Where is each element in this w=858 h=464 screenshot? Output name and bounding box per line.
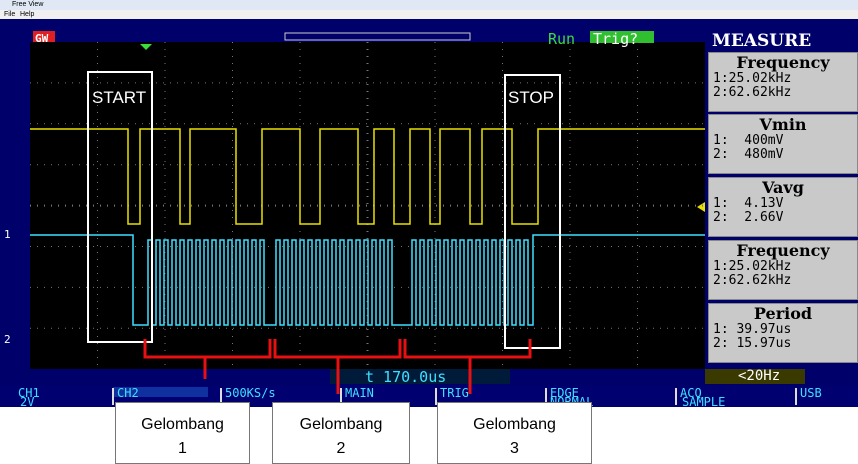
measure-name: Vavg [709, 178, 857, 197]
status-label: USB [800, 389, 822, 398]
measure-name: Vmin [709, 115, 857, 134]
measure-value: 1: 4.13V [709, 197, 857, 211]
window-title: Free View [12, 1, 43, 8]
measure-value: 2: 2.66V [709, 211, 857, 225]
status-value: SAMPLE [682, 398, 725, 407]
title-bar: Free View [0, 0, 858, 10]
callout-label: Gelombang [273, 413, 409, 437]
measure-value: 2: 15.97us [709, 337, 857, 351]
trig-status: Trig? [593, 30, 638, 48]
callout-number: 3 [438, 437, 591, 461]
measure-value: 2: 480mV [709, 148, 857, 162]
logo: GW [35, 32, 48, 45]
ch2-marker: 2 [4, 333, 11, 346]
ch1-marker: 1 [4, 228, 11, 241]
measure-value: 2:62.62kHz [709, 86, 857, 100]
measure-title: MEASURE [708, 31, 858, 51]
callout-number: 1 [116, 437, 249, 461]
measure-value: 1: 400mV [709, 134, 857, 148]
status-label: 500KS/s [225, 389, 276, 398]
measure-value: 2:62.62kHz [709, 274, 857, 288]
page: Free View File Help GW Run Trig? START S… [0, 0, 858, 464]
measure-name: Frequency [709, 241, 857, 260]
menu-item[interactable]: Help [20, 11, 34, 18]
measure-value: 1:25.02kHz [709, 260, 857, 274]
callout-label: Gelombang [438, 413, 591, 437]
status-label: MAIN [345, 389, 374, 398]
trigger-frequency: <20Hz [738, 368, 780, 384]
time-offset: t 170.0us [365, 368, 446, 386]
measure-name: Frequency [709, 53, 857, 72]
menu-bar: File Help [0, 10, 858, 19]
run-status: Run [548, 30, 575, 48]
measure-name: Period [709, 304, 857, 323]
callout-number: 2 [273, 437, 409, 461]
separator [795, 388, 797, 405]
separator [675, 388, 677, 405]
start-label: START [92, 88, 146, 108]
measure-value: 1: 39.97us [709, 323, 857, 337]
menu-item[interactable]: File [4, 11, 15, 18]
separator [112, 388, 114, 405]
status-label: TRIG [440, 389, 469, 398]
status-value: 2V [20, 398, 34, 407]
status-label: CH2 [117, 389, 139, 398]
measure-value: 1:25.02kHz [709, 72, 857, 86]
callout-label: Gelombang [116, 413, 249, 437]
stop-label: STOP [508, 88, 554, 108]
